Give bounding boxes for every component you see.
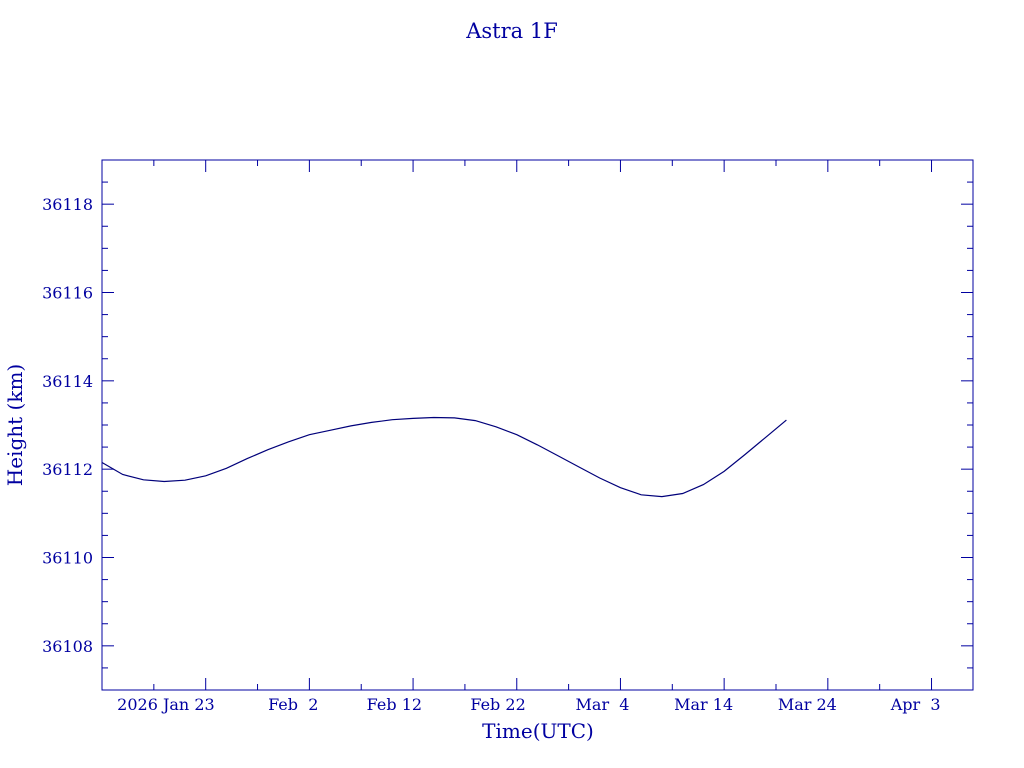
y-tick-label: 36118: [42, 195, 93, 214]
y-tick-label: 36112: [42, 460, 93, 479]
plot-frame: [101, 159, 974, 691]
y-axis-label: Height (km): [3, 364, 27, 486]
x-tick-label: Apr 3: [890, 695, 941, 714]
height-series-line: [101, 416, 787, 498]
x-tick-label: 2026 Jan 23: [117, 695, 215, 714]
x-tick-label: Mar 24: [778, 695, 837, 714]
x-tick-label: Feb 2: [268, 695, 318, 714]
y-tick-label: 36110: [42, 549, 93, 568]
x-tick-label: Feb 12: [367, 695, 422, 714]
x-tick-label: Mar 4: [576, 695, 630, 714]
y-tick-label: 36114: [42, 372, 93, 391]
x-axis-tick-labels: 2026 Jan 23 Feb 2 Feb 12 Feb 22 Mar 4 Mar 14 M…: [117, 695, 940, 714]
chart-title: Astra 1F: [465, 19, 558, 43]
x-tick-label: Feb 22: [470, 695, 525, 714]
x-axis-label: Time(UTC): [482, 719, 594, 743]
x-tick-label: Mar 14: [674, 695, 733, 714]
y-tick-label: 36116: [42, 284, 93, 303]
axis-ticks: [102, 160, 973, 690]
y-axis-tick-labels: 36108 36110 36112 36114 36116 36118: [42, 195, 93, 656]
y-tick-label: 36108: [42, 637, 93, 656]
